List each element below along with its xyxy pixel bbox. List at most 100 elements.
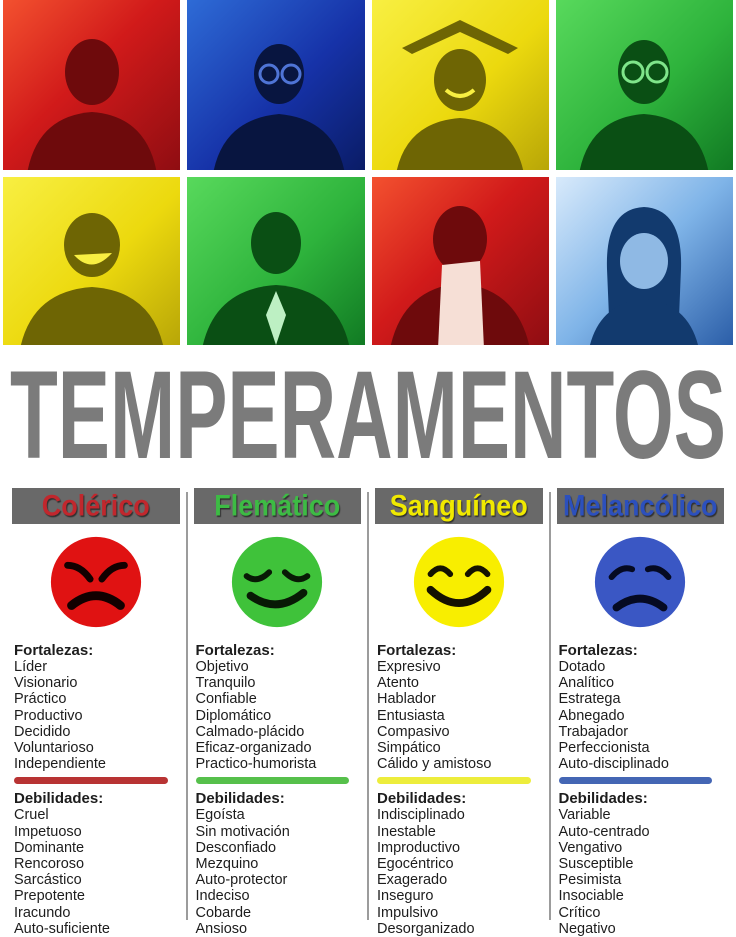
- list-item: Voluntarioso: [14, 740, 94, 757]
- list-item: Indisciplinado: [377, 807, 465, 824]
- list-item: Desconfiado: [195, 839, 277, 856]
- person-silhouette-icon: [202, 212, 349, 345]
- list-item: Dotado: [558, 659, 606, 675]
- list-item: Visionario: [14, 675, 78, 692]
- list-item: Tranquilo: [195, 675, 256, 692]
- column-flematico: Flemático Fortalezas: Objetivo Tranquilo…: [190, 488, 366, 937]
- person-with-book-silhouette-icon: [397, 20, 524, 170]
- list-item: Decidido: [14, 723, 71, 740]
- list-item: Impetuoso: [14, 823, 82, 840]
- column-title: Melancólico: [562, 489, 718, 522]
- list-item: Diplomático: [195, 707, 272, 724]
- happy-face-icon: [413, 536, 504, 628]
- list-item: Auto-protector: [195, 872, 288, 889]
- list-item: Vengativo: [558, 839, 623, 856]
- section-divider: [558, 777, 713, 785]
- list-item: Sarcástico: [14, 872, 82, 889]
- column-title: Colérico: [41, 489, 150, 522]
- list-item: Desorganizado: [377, 920, 475, 937]
- column-title: Sanguíneo: [389, 489, 528, 522]
- weaknesses-label: Debilidades:: [558, 790, 648, 808]
- calm-face-icon: [232, 536, 323, 628]
- list-item: Simpático: [377, 740, 441, 757]
- photo-grid: [0, 0, 736, 345]
- photo-angry-man-biting-paper-red: [371, 177, 549, 345]
- column-title: Flemático: [214, 489, 341, 522]
- list-item: Cruel: [14, 807, 49, 824]
- column-header: Melancólico: [556, 488, 724, 524]
- photo-smiling-woman-book-yellow: [371, 0, 549, 170]
- list-item: Trabajador: [558, 723, 629, 740]
- list-item: Abnegado: [558, 707, 625, 724]
- list-item: Variable: [558, 807, 611, 824]
- list-item: Cobarde: [195, 904, 252, 921]
- column-header: Colérico: [12, 488, 180, 524]
- list-item: Auto-suficiente: [14, 920, 110, 937]
- list-item: Calmado-plácido: [195, 723, 305, 740]
- photo-older-man-glasses-green: [555, 0, 733, 170]
- list-item: Analítico: [558, 675, 615, 692]
- list-item: Independiente: [14, 756, 106, 773]
- section-divider: [195, 777, 350, 785]
- list-item: Cálido y amistoso: [377, 756, 492, 773]
- list-item: Líder: [14, 659, 48, 675]
- person-silhouette-icon: [580, 40, 709, 170]
- strengths-label: Fortalezas:: [195, 642, 275, 659]
- section-divider: [377, 777, 531, 785]
- list-item: Crítico: [558, 904, 601, 921]
- angry-face-icon: [50, 536, 141, 628]
- list-item: Practico-humorista: [195, 756, 317, 773]
- list-item: Eficaz-organizado: [195, 740, 312, 757]
- strengths-label: Fortalezas:: [558, 642, 638, 659]
- vertical-divider: [185, 492, 188, 920]
- person-silhouette-icon: [27, 39, 156, 170]
- list-item: Perfeccionista: [558, 740, 650, 757]
- list-item: Improductivo: [377, 839, 461, 856]
- strengths-label: Fortalezas:: [14, 642, 94, 659]
- list-item: Susceptible: [558, 856, 634, 873]
- list-item: Estratega: [558, 691, 621, 708]
- person-silhouette-icon: [213, 44, 344, 170]
- person-silhouette-icon: [590, 207, 699, 345]
- list-item: Egoísta: [195, 807, 245, 824]
- column-header: Sanguíneo: [375, 488, 543, 524]
- list-item: Ansioso: [195, 920, 248, 937]
- column-header: Flemático: [193, 488, 361, 524]
- list-item: Negativo: [558, 920, 616, 937]
- list-item: Hablador: [377, 691, 436, 708]
- list-item: Dominante: [14, 839, 85, 856]
- list-item: Indeciso: [195, 888, 250, 905]
- list-item: Mezquino: [195, 856, 259, 873]
- photo-serious-woman-red: [3, 0, 181, 170]
- list-item: Sin motivación: [195, 823, 290, 840]
- list-item: Iracundo: [14, 904, 71, 921]
- person-silhouette-icon: [391, 206, 530, 345]
- list-item: Inestable: [377, 823, 436, 840]
- weaknesses-label: Debilidades:: [195, 790, 285, 808]
- column-colerico: Colérico Fortalezas: Líder Visionario Pr…: [8, 488, 184, 937]
- list-item: Entusiasta: [377, 707, 445, 724]
- list-item: Confiable: [195, 691, 257, 708]
- list-item: Compasivo: [377, 723, 450, 740]
- list-item: Práctico: [14, 691, 67, 708]
- list-item: Inseguro: [377, 888, 434, 905]
- photo-pensive-woman-glasses-blue: [187, 0, 365, 170]
- section-divider: [14, 777, 168, 785]
- list-item: Auto-centrado: [558, 823, 650, 840]
- vertical-divider: [367, 492, 369, 920]
- list-item: Auto-disciplinado: [558, 756, 669, 773]
- list-item: Atento: [377, 675, 419, 692]
- list-item: Insociable: [558, 888, 624, 905]
- page-title: TEMPERAMENTOS: [10, 365, 726, 465]
- title-block: TEMPERAMENTOS: [0, 345, 736, 485]
- list-item: Exagerado: [377, 872, 448, 889]
- list-item: Prepotente: [14, 888, 85, 905]
- strengths-label: Fortalezas:: [377, 642, 457, 659]
- weaknesses-label: Debilidades:: [377, 790, 467, 808]
- column-sanguineo: Sanguíneo Fortalezas: Expresivo Atento H…: [371, 488, 547, 937]
- column-melancolico: Melancólico Fortalezas: Dotado Analítico…: [553, 488, 729, 937]
- list-item: Egocéntrico: [377, 856, 454, 873]
- list-item: Expresivo: [377, 659, 441, 675]
- list-item: Rencoroso: [14, 856, 85, 873]
- list-item: Objetivo: [195, 659, 249, 675]
